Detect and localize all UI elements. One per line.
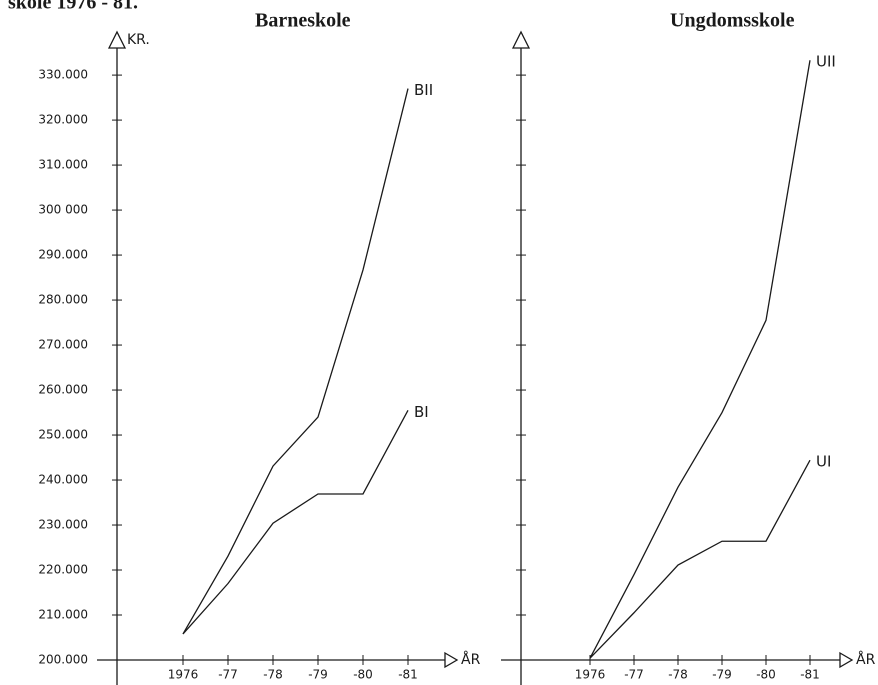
y-tick-label: 250.000 bbox=[38, 428, 88, 442]
x-tick-label: -77 bbox=[624, 668, 644, 682]
y-tick-label: 330.000 bbox=[38, 68, 88, 82]
series-label: BII bbox=[414, 81, 433, 99]
y-tick-label: 270.000 bbox=[38, 338, 88, 352]
y-tick-label: 240.000 bbox=[38, 473, 88, 487]
series-label: UI bbox=[816, 453, 831, 471]
series-label: UII bbox=[816, 53, 836, 71]
y-axis-label: KR. bbox=[127, 32, 150, 48]
chart-title: Barneskole bbox=[255, 10, 351, 32]
chart-title: Ungdomsskole bbox=[670, 10, 795, 32]
y-tick-label: 210.000 bbox=[38, 608, 88, 622]
series-line bbox=[182, 409, 409, 635]
x-tick-label: -78 bbox=[668, 668, 688, 682]
series-line bbox=[182, 88, 409, 635]
series-line bbox=[589, 459, 811, 659]
x-tick-label: -79 bbox=[308, 668, 328, 682]
x-tick-label: 1976 bbox=[575, 668, 606, 682]
x-tick-label: 1976 bbox=[168, 668, 199, 682]
x-axis-arrow bbox=[444, 651, 459, 669]
y-tick-label: 300 000 bbox=[38, 203, 88, 217]
x-tick-label: -81 bbox=[398, 668, 418, 682]
x-axis-label: ÅR bbox=[856, 651, 876, 668]
y-axis-arrow bbox=[107, 30, 127, 49]
header: skole 1976 - 81. bbox=[8, 0, 138, 14]
y-tick-label: 290.000 bbox=[38, 248, 88, 262]
x-axis-arrow bbox=[839, 651, 854, 669]
series-label: BI bbox=[414, 403, 429, 421]
y-tick-label: 320.000 bbox=[38, 113, 88, 127]
x-tick-label: -81 bbox=[800, 668, 820, 682]
x-tick-label: -80 bbox=[756, 668, 776, 682]
y-tick-label: 280.000 bbox=[38, 293, 88, 307]
y-tick-label: 220.000 bbox=[38, 563, 88, 577]
x-tick-label: -78 bbox=[263, 668, 283, 682]
x-tick-label: -80 bbox=[353, 668, 373, 682]
y-tick-label: 310.000 bbox=[38, 158, 88, 172]
y-tick-label: 230.000 bbox=[38, 518, 88, 532]
y-tick-label: 200.000 bbox=[38, 653, 88, 667]
x-tick-label: -77 bbox=[218, 668, 238, 682]
x-axis-label: ÅR bbox=[461, 651, 481, 668]
y-tick-label: 260.000 bbox=[38, 383, 88, 397]
x-tick-label: -79 bbox=[712, 668, 732, 682]
y-axis-arrow bbox=[511, 30, 531, 49]
series-line bbox=[589, 60, 811, 659]
